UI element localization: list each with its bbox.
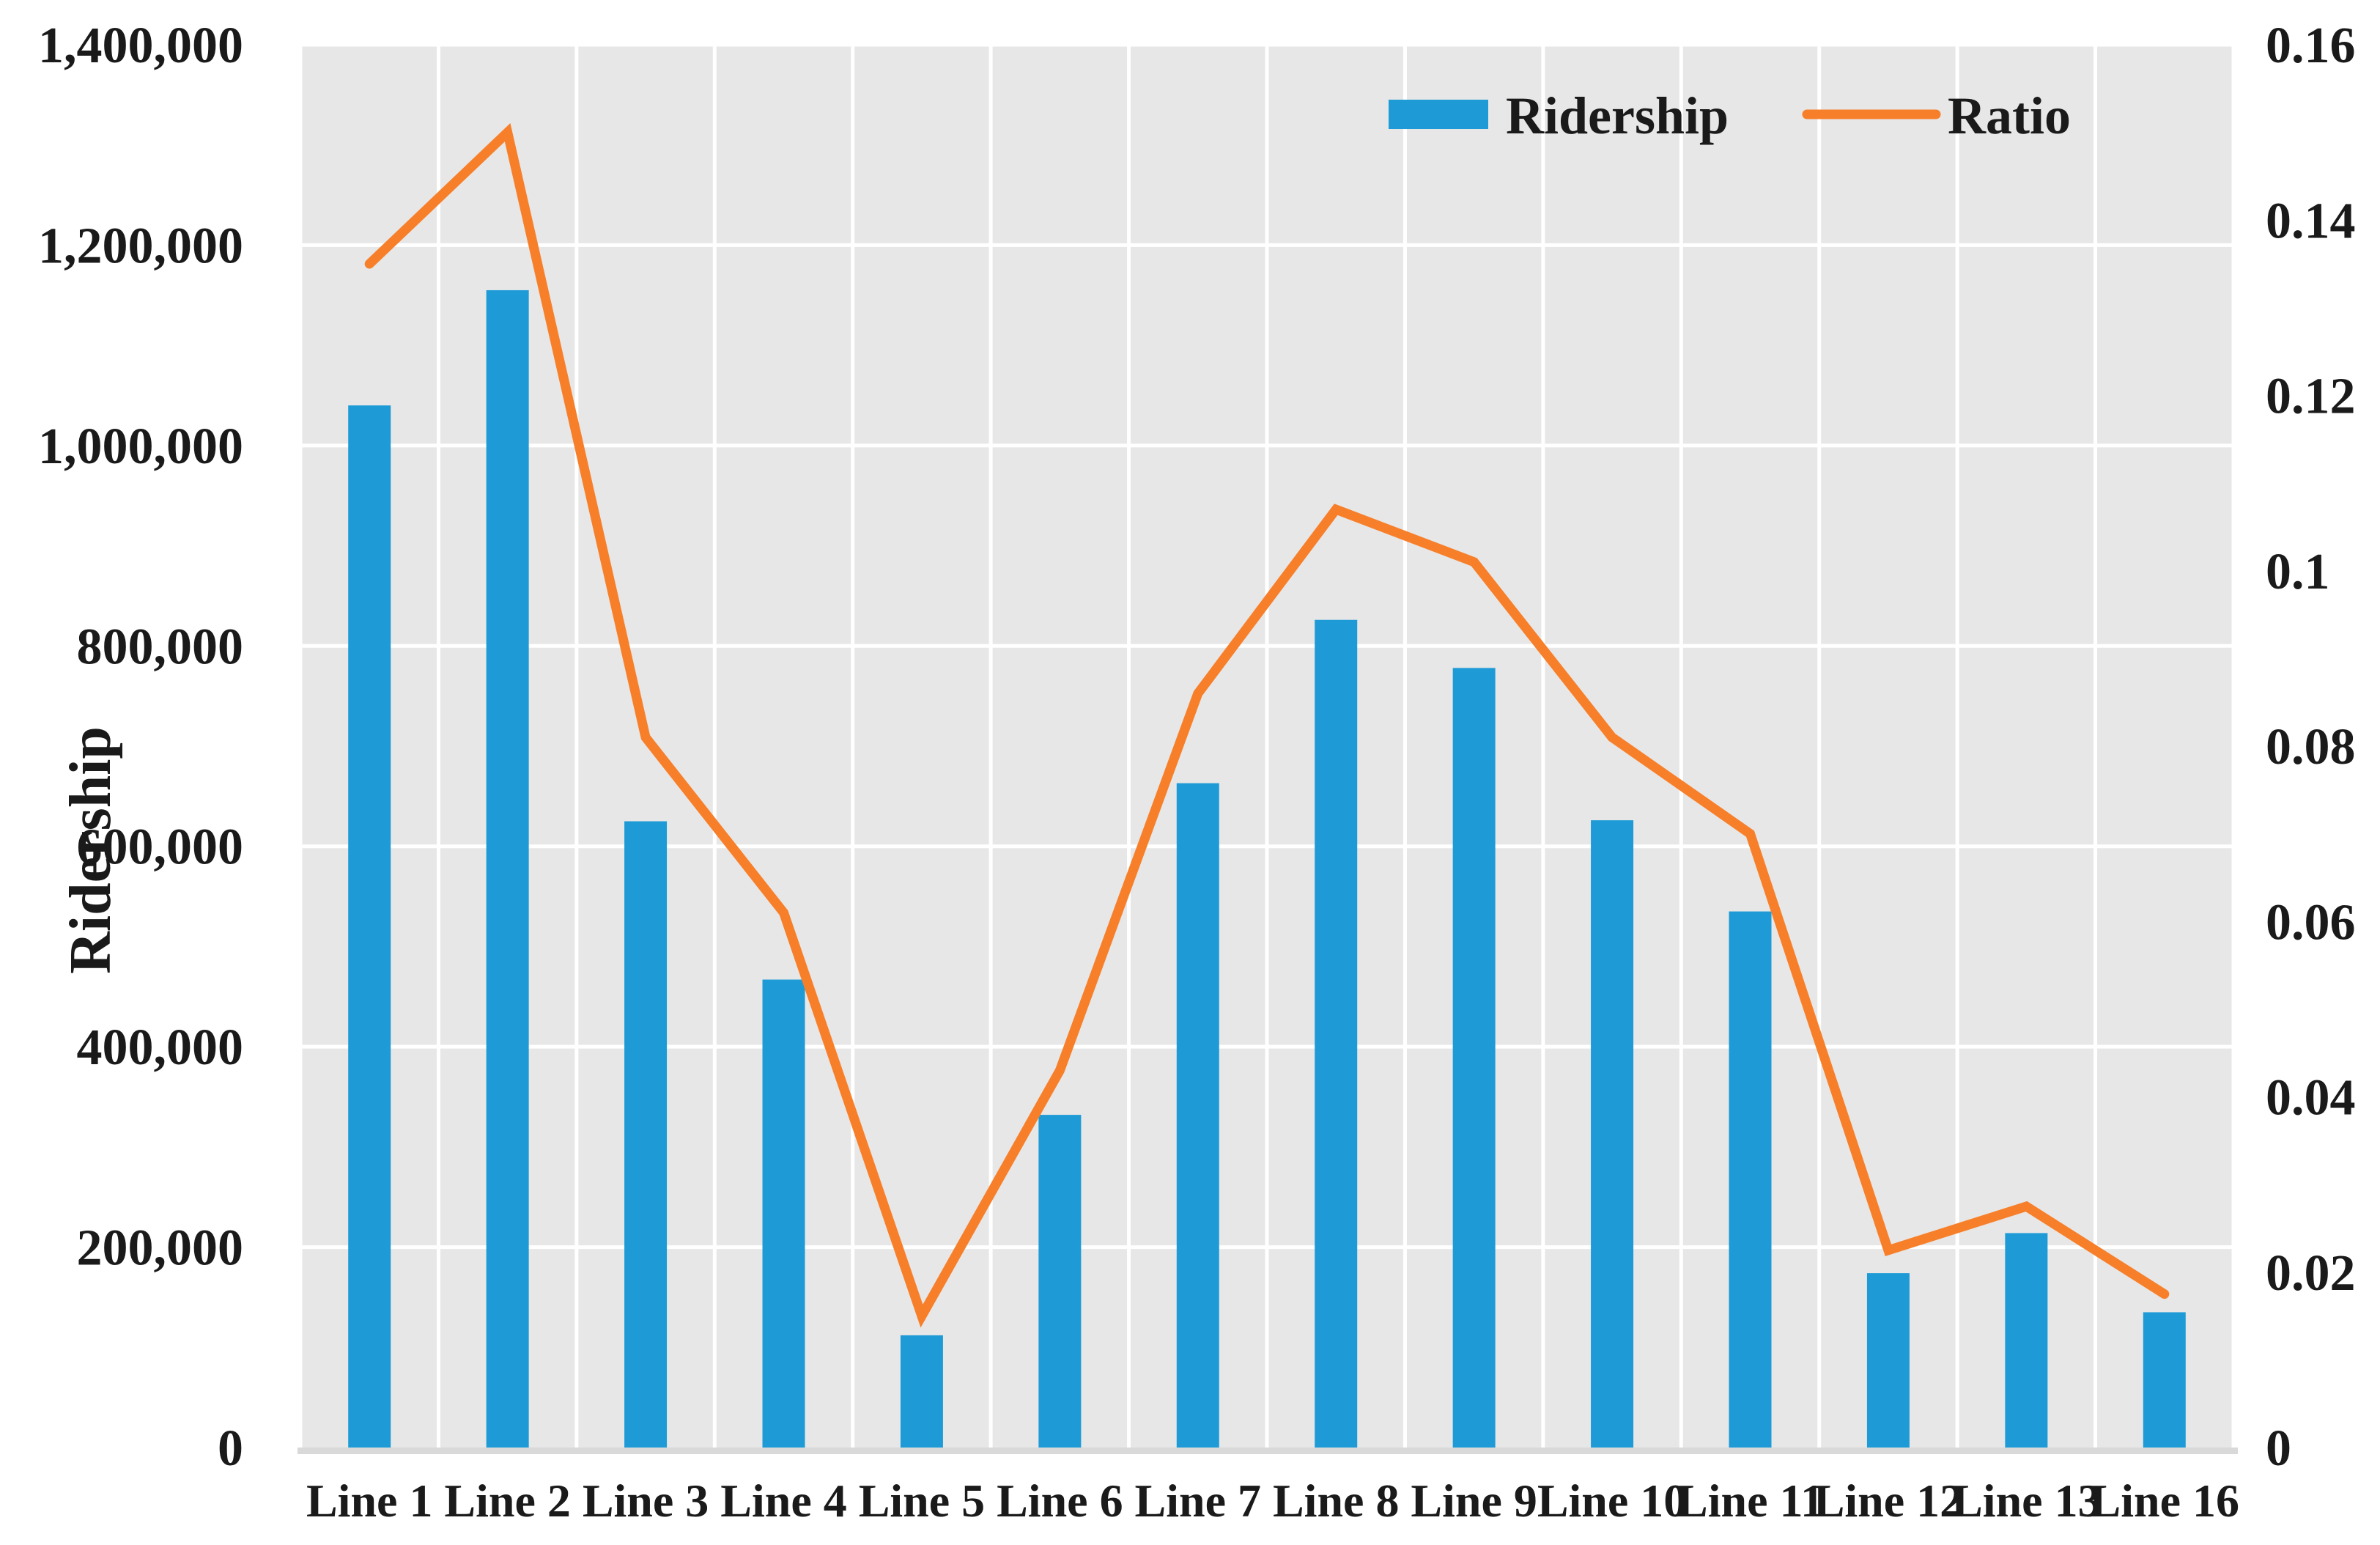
legend-swatch-ridership: [1389, 100, 1488, 129]
y-axis-tick-label: 1,400,000: [38, 18, 243, 74]
ridership-bar: [1452, 668, 1496, 1448]
x-axis-tick-label: Line 1: [306, 1475, 432, 1527]
x-axis-tick-label: Line 11: [1677, 1475, 1824, 1527]
x-axis-tick-label: Line 16: [2090, 1475, 2239, 1527]
y2-axis-tick-label: 0.06: [2266, 894, 2356, 951]
x-axis-tick-label: Line 3: [583, 1475, 709, 1527]
y-axis-tick-label: 200,000: [77, 1220, 244, 1277]
x-axis-line: [298, 1448, 2238, 1454]
ridership-bar: [2005, 1233, 2048, 1448]
y2-axis-tick-label: 0.08: [2266, 719, 2356, 775]
y2-axis-tick-label: 0.16: [2266, 18, 2356, 74]
ratio-line: [364, 123, 2170, 1328]
y2-axis-tick-label: 0.12: [2266, 369, 2356, 425]
x-axis-tick-label: Line 9: [1411, 1475, 1537, 1527]
y-axis-tick-label: 400,000: [77, 1019, 244, 1076]
x-axis-tick-label: Line 6: [997, 1475, 1123, 1527]
y2-axis-tick-label: 0: [2266, 1420, 2291, 1477]
y2-axis-tick-label: 0.14: [2266, 193, 2356, 249]
ridership-bar: [1038, 1115, 1082, 1448]
ridership-bar: [624, 821, 668, 1448]
legend-label-ratio: Ratio: [1948, 86, 2071, 145]
ridership-bar: [762, 979, 805, 1448]
x-axis-tick-label: Line 10: [1537, 1475, 1687, 1527]
legend-label-ridership: Ridership: [1506, 86, 1729, 145]
ridership-bar: [348, 405, 391, 1448]
y-axis-tick-label: 0: [218, 1420, 243, 1477]
x-axis-tick-label: Line 12: [1814, 1475, 1963, 1527]
y-axis-tick-label: 1,000,000: [38, 418, 243, 475]
legend: Ridership Ratio: [1389, 86, 2071, 145]
y2-axis-tick-label: 0.04: [2266, 1070, 2356, 1127]
y-axis-title: Ridership: [59, 726, 123, 974]
y-axis-tick-label: 800,000: [77, 619, 244, 675]
x-axis-tick-label: Line 13: [1951, 1475, 2101, 1527]
ridership-bar: [1176, 783, 1219, 1448]
y2-axis-tick-label: 0.1: [2266, 544, 2330, 600]
ridership-bar: [1591, 820, 1634, 1448]
x-axis-tick-label: Line 8: [1273, 1475, 1399, 1527]
x-axis-tick-label: Line 2: [444, 1475, 570, 1527]
ridership-bar: [1729, 911, 1772, 1448]
ridership-bar: [486, 290, 529, 1448]
x-axis-tick-label: Line 7: [1135, 1475, 1261, 1527]
ridership-bar: [1315, 619, 1358, 1448]
ridership-bar: [1866, 1273, 1910, 1448]
y-axis-tick-label: 1,200,000: [38, 218, 243, 274]
ridership-bar: [900, 1335, 943, 1448]
ridership-bar: [2143, 1312, 2186, 1448]
x-axis-tick-label: Line 5: [859, 1475, 985, 1527]
y2-axis-tick-label: 0.02: [2266, 1245, 2356, 1302]
y-axis-tick-label: 600,000: [77, 819, 244, 876]
x-axis-tick-label: Line 4: [720, 1475, 846, 1527]
